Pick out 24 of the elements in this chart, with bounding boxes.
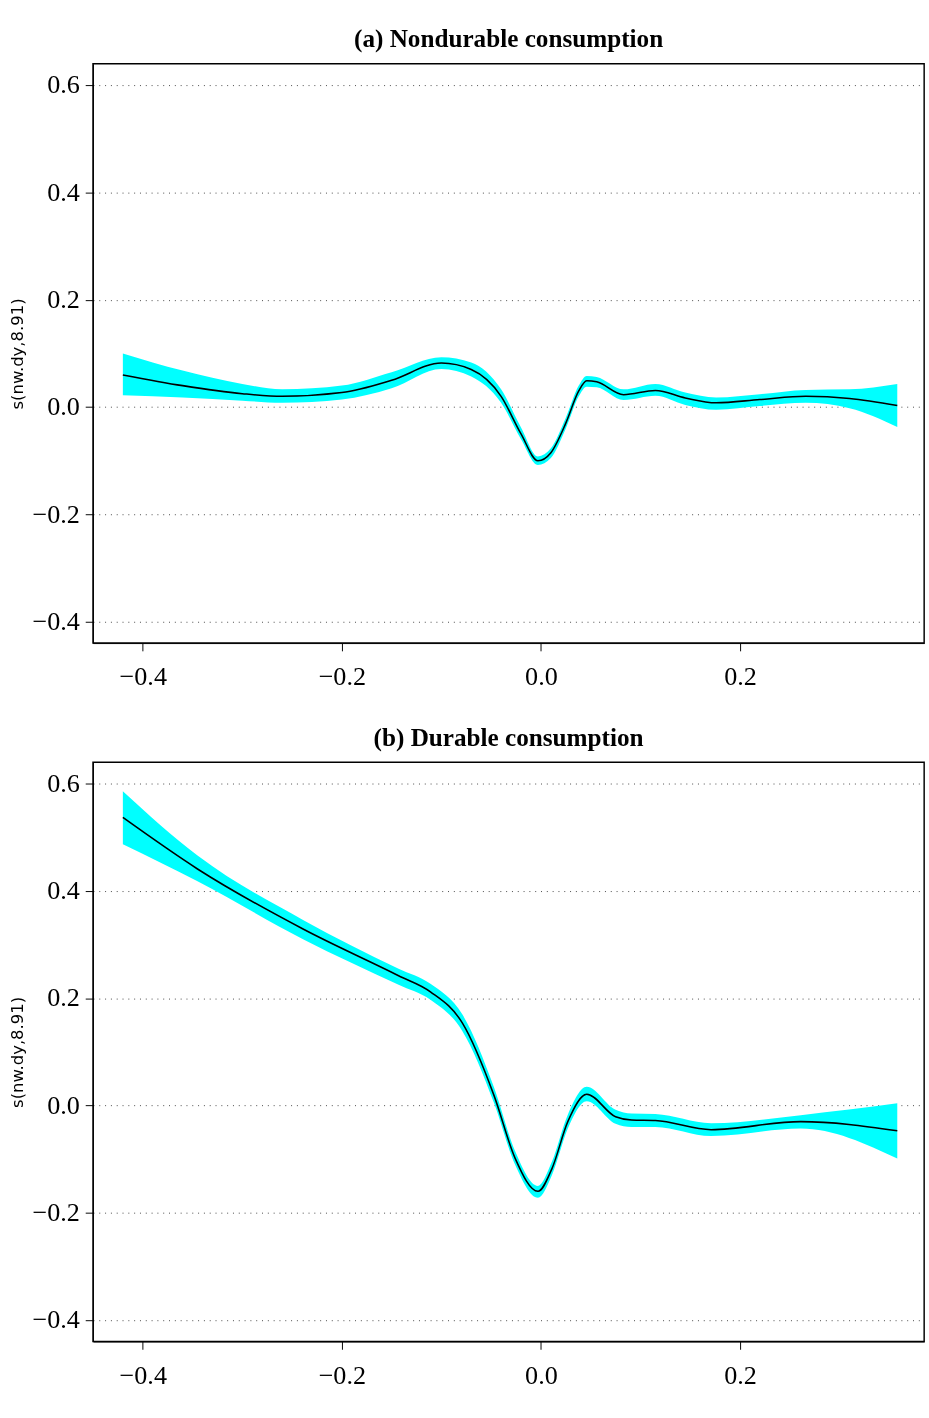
chart-title: (a) Nondurable consumption: [354, 25, 664, 54]
x-tick-label: 0.2: [724, 1360, 757, 1390]
x-tick-label: 0.0: [525, 1360, 558, 1390]
y-axis-title: s(nw.dy,8.91): [7, 996, 27, 1108]
y-tick-label: −0.2: [32, 1198, 80, 1228]
y-tick-label: 0.4: [47, 876, 80, 906]
x-tick-label: −0.4: [119, 662, 167, 692]
y-tick-label: 0.0: [47, 392, 80, 422]
x-tick-label: −0.4: [119, 1360, 167, 1390]
chart-title: (b) Durable consumption: [373, 723, 644, 752]
x-tick-label: −0.2: [318, 1360, 367, 1390]
y-tick-label: −0.2: [32, 499, 80, 529]
y-tick-label: 0.4: [47, 177, 80, 207]
y-tick-label: 0.2: [47, 285, 80, 315]
x-tick-label: −0.2: [318, 662, 367, 692]
x-tick-label: 0.0: [525, 662, 558, 692]
x-tick-label: 0.2: [724, 662, 757, 692]
y-tick-label: 0.6: [47, 70, 80, 100]
y-tick-label: −0.4: [32, 606, 80, 636]
y-tick-label: 0.2: [47, 983, 80, 1013]
y-tick-label: 0.6: [47, 768, 80, 798]
y-axis-title: s(nw.dy,8.91): [7, 298, 27, 410]
y-tick-label: −0.4: [32, 1305, 80, 1335]
y-tick-label: 0.0: [47, 1090, 80, 1120]
